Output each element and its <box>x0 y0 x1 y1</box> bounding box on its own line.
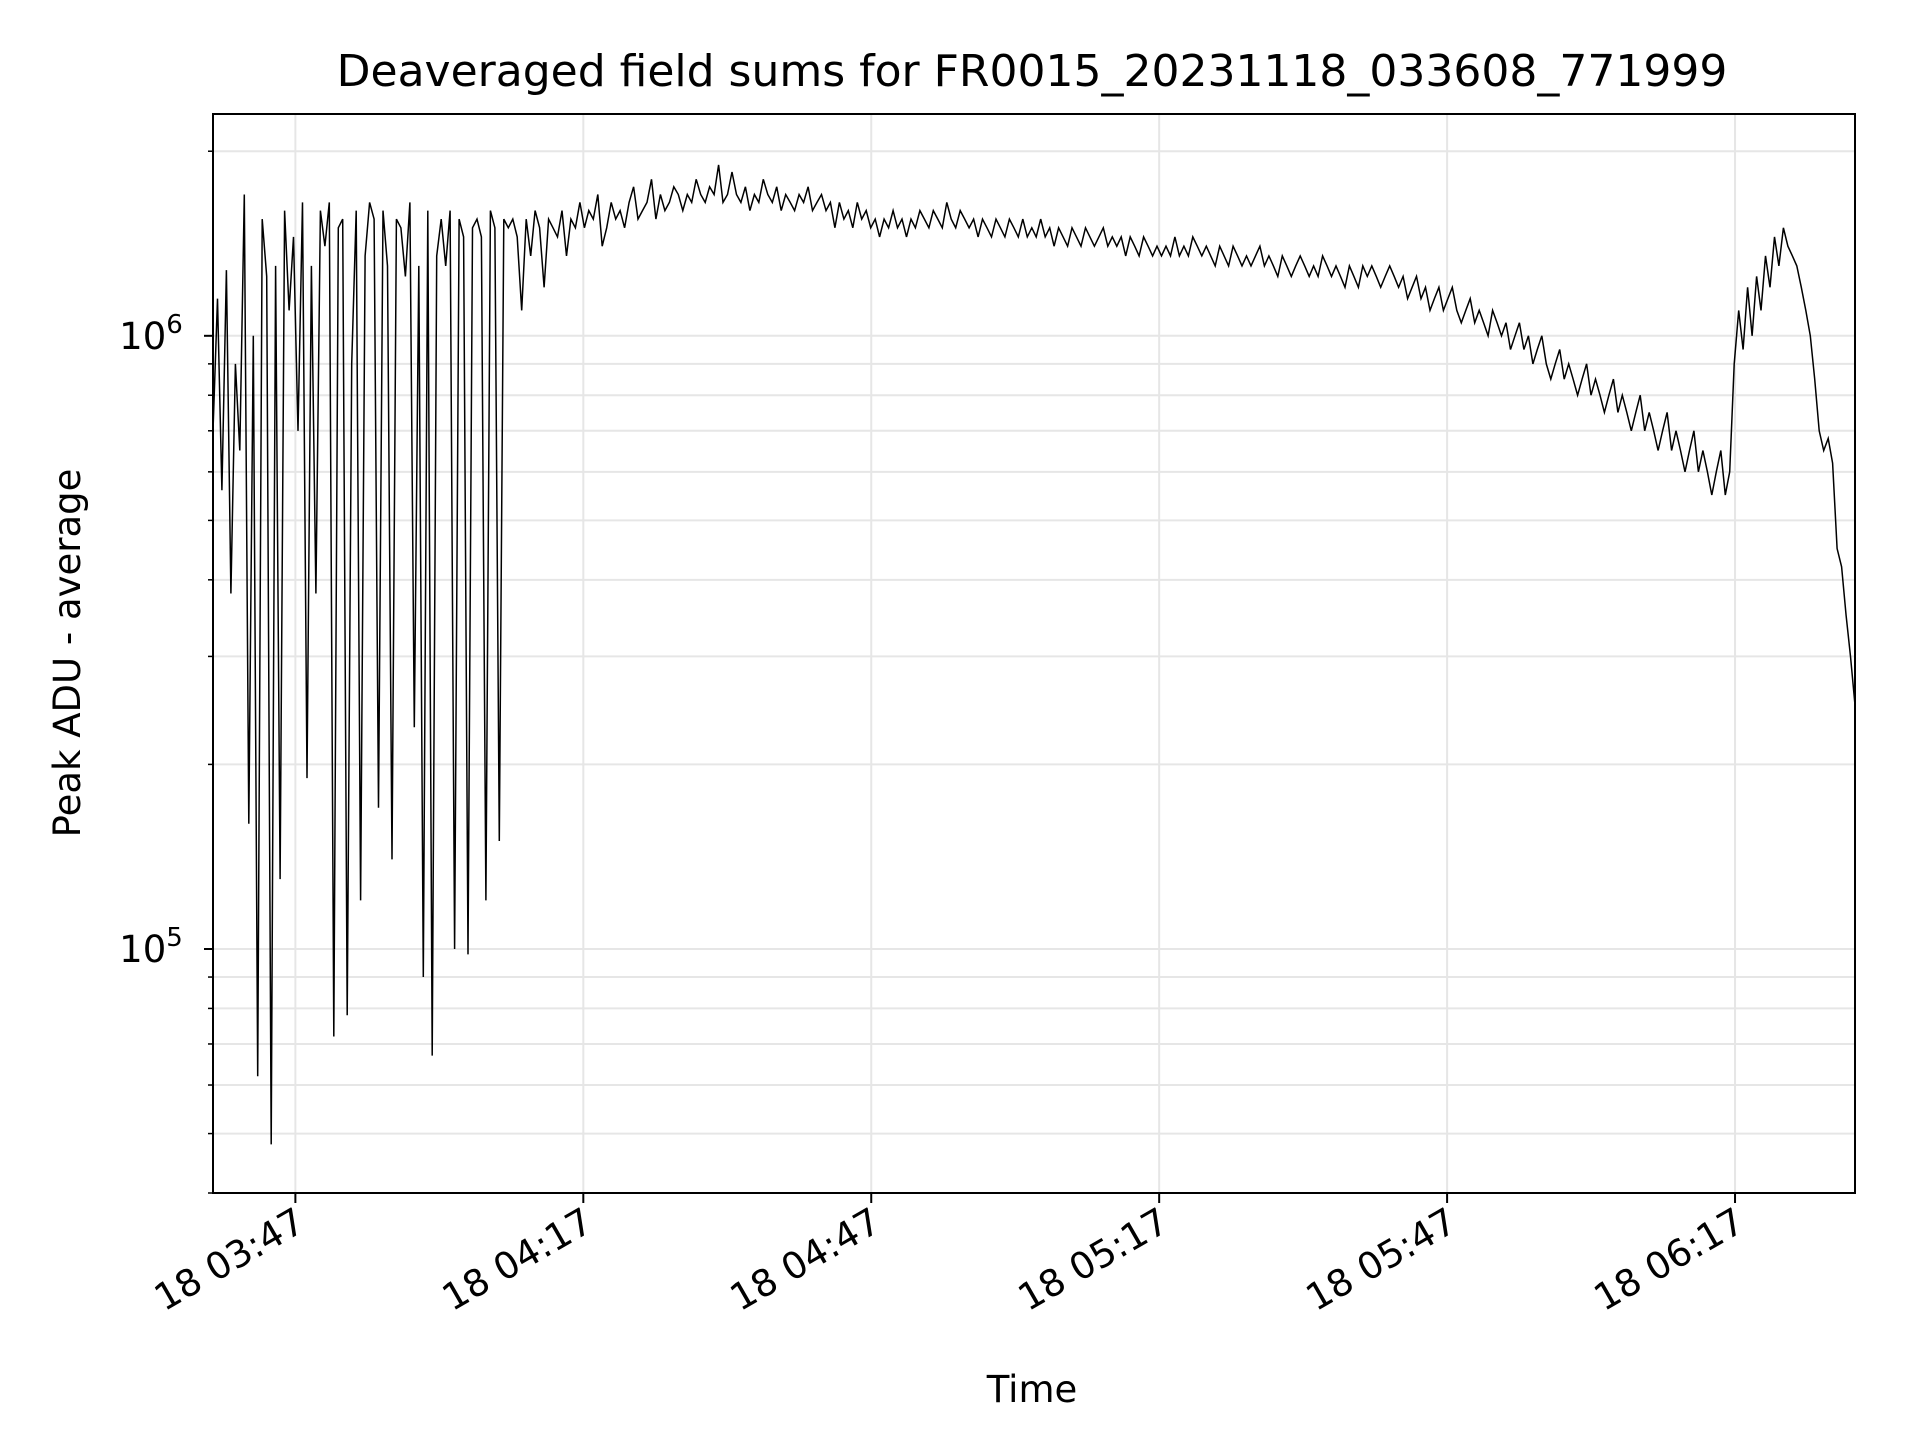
y-tick-label: 106 <box>119 310 183 358</box>
plot-frame <box>212 113 1856 1194</box>
y-tick-exponent: 6 <box>166 310 183 340</box>
y-tick-label: 105 <box>119 923 183 971</box>
x-axis-label: Time <box>986 1368 1078 1411</box>
y-axis-label: Peak ADU - average <box>46 469 89 838</box>
series-line <box>213 164 1855 1145</box>
chart-title: Deaveraged field sums for FR0015_2023111… <box>337 46 1728 97</box>
y-tick-base: 10 <box>119 928 166 971</box>
y-tick-exponent: 5 <box>166 923 183 953</box>
plot-area <box>213 164 1855 1145</box>
y-tick-base: 10 <box>119 315 166 358</box>
